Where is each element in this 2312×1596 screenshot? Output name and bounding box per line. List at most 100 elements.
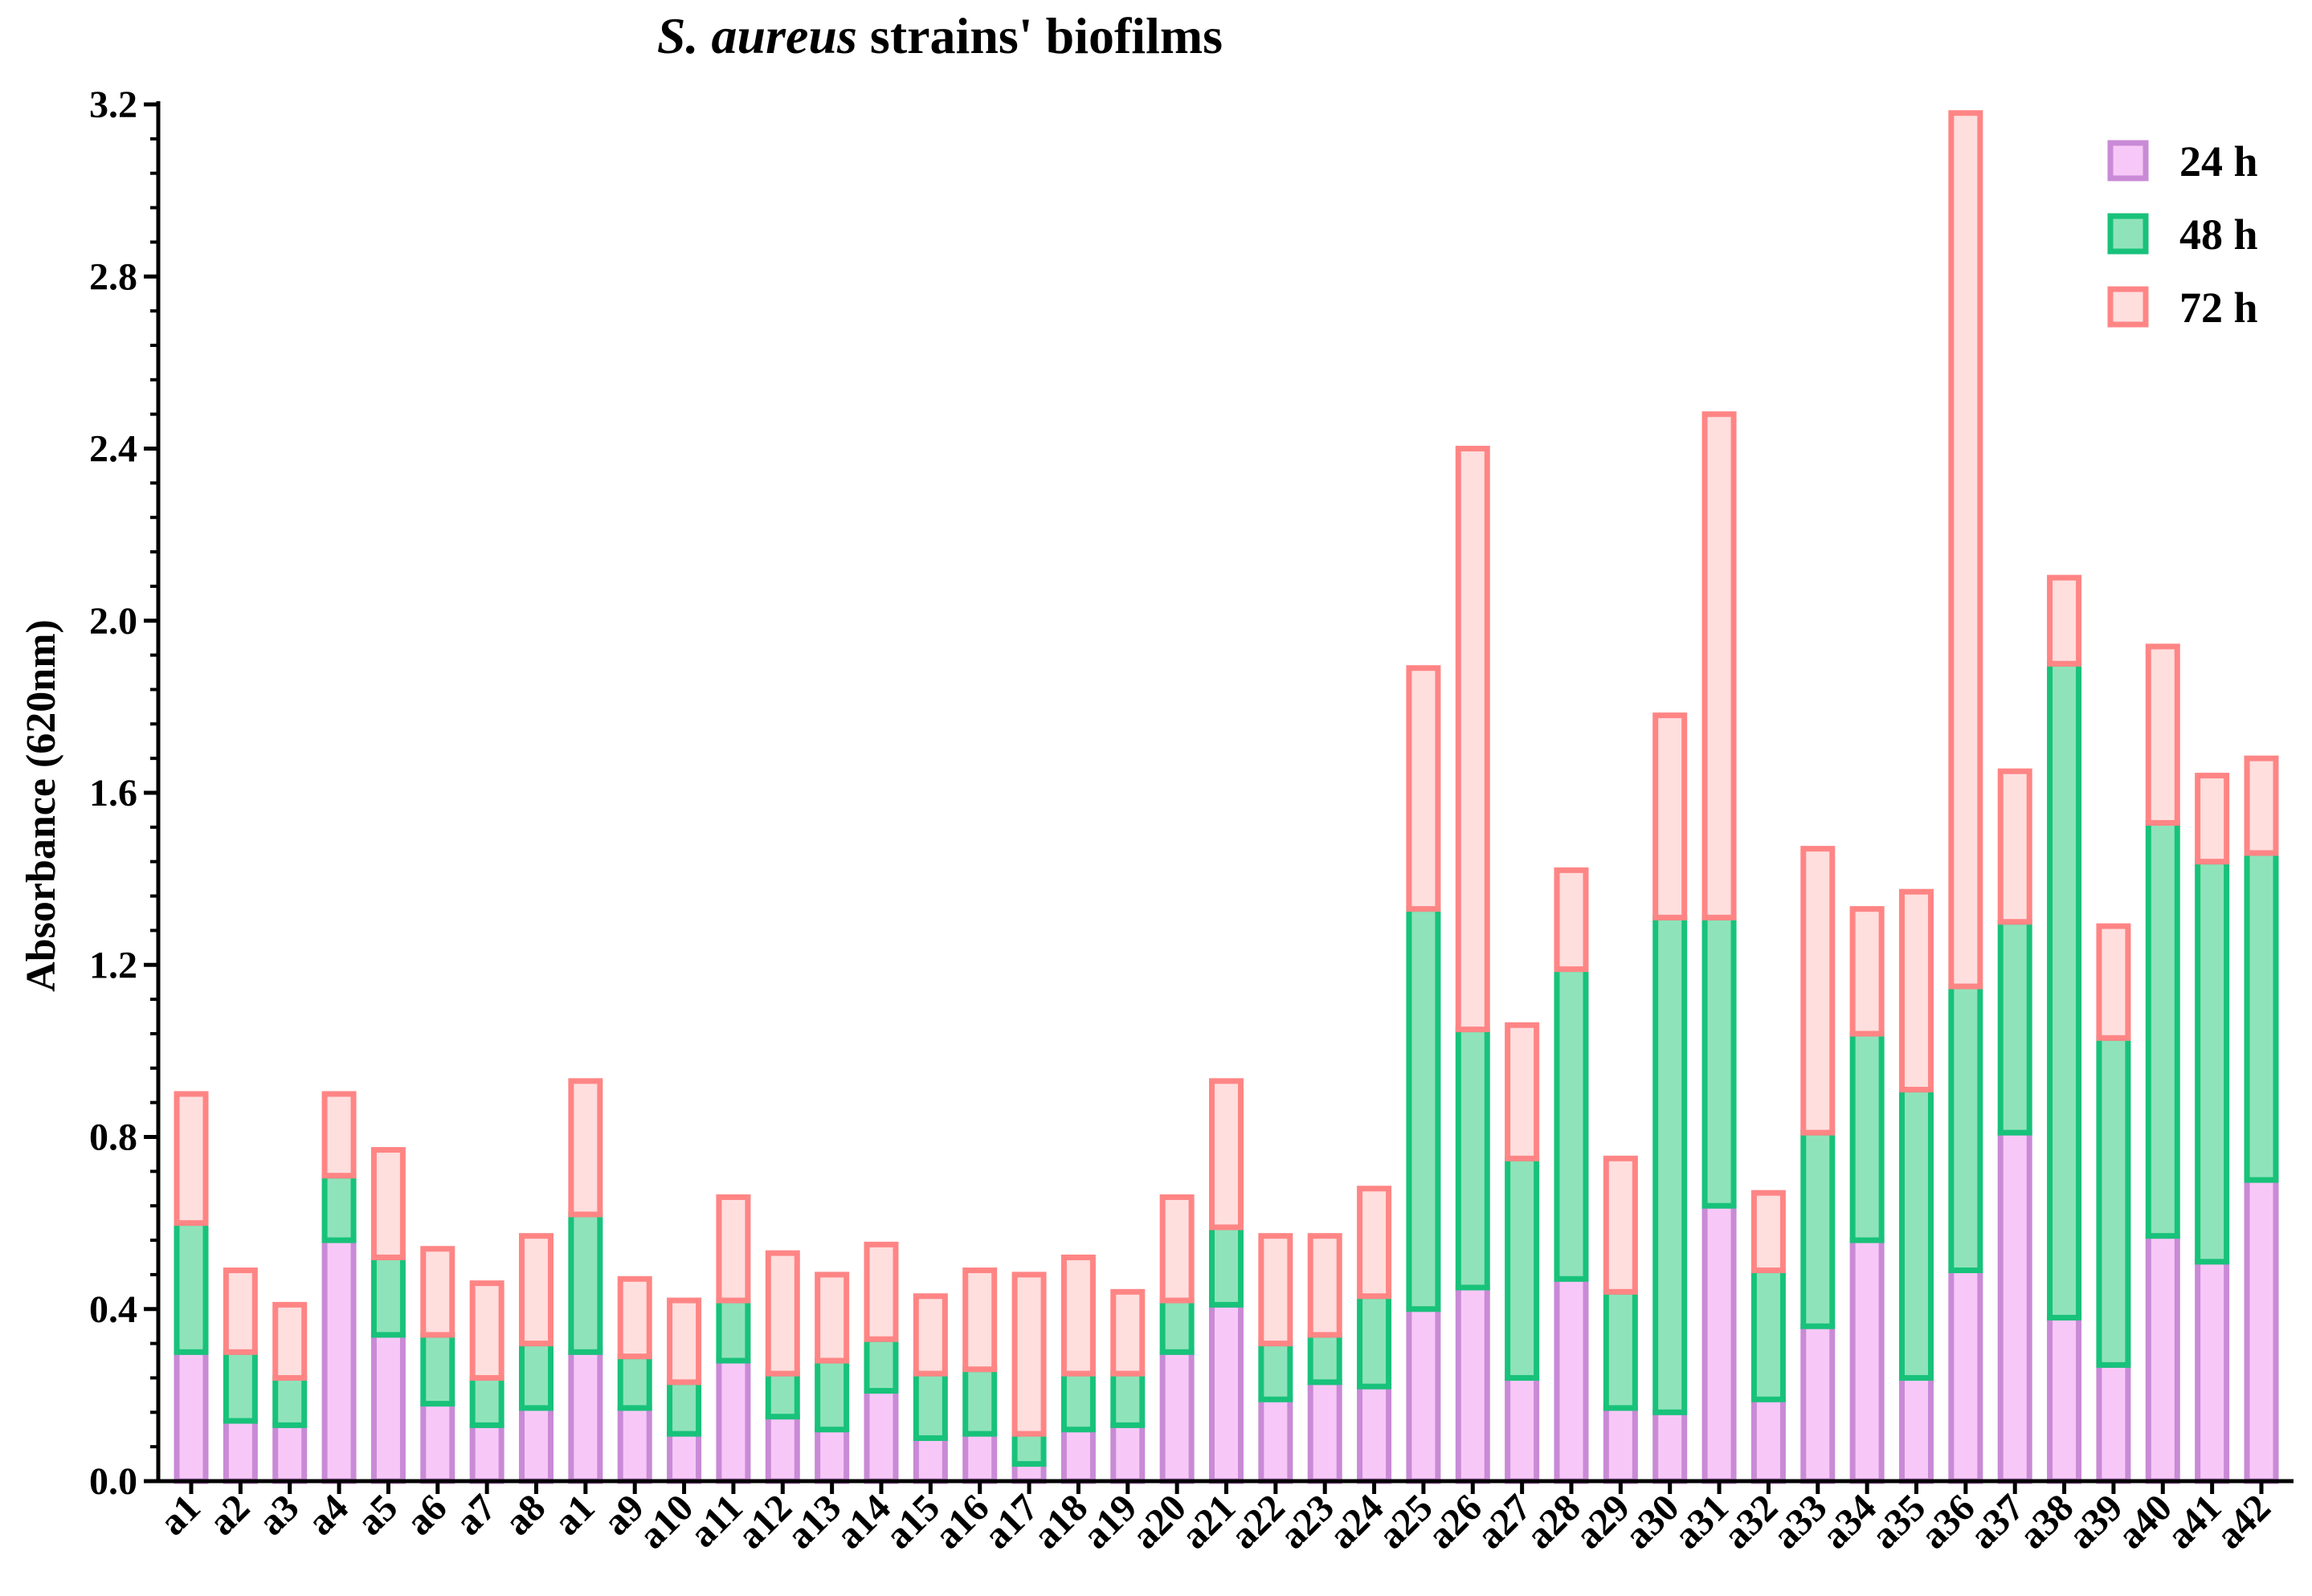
legend-label: 48 h [2179,210,2258,259]
x-tick-label: a2 [201,1486,258,1543]
bar-segment-48h [1060,1370,1096,1433]
bar-stack [1060,1254,1096,1484]
bar-segment-48h [1455,1027,1490,1291]
chart-title-rest: strains' biofilms [857,7,1223,64]
bar-segment-72h [667,1297,702,1386]
legend-swatch [2107,140,2149,182]
bar-segment-72h [2047,574,2082,667]
bar-segment-24h [568,1349,603,1484]
bar-segment-72h [1603,1155,1638,1295]
bar-stack [2096,923,2131,1484]
bar-segment-24h [519,1405,553,1484]
bar-segment-24h [1800,1323,1836,1484]
bar-segment-48h [519,1341,553,1411]
y-tick-label: 0.8 [89,1116,137,1159]
bar-segment-24h [1849,1237,1885,1484]
bar-segment-72h [1357,1186,1392,1300]
bar-segment-48h [1701,914,1737,1209]
bar-segment-24h [1554,1276,1589,1484]
bar-segment-72h [1948,110,1983,990]
bar-segment-24h [1060,1427,1096,1484]
bar-segment-72h [1849,906,1885,1037]
bar-stack [370,1147,406,1484]
bar-segment-72h [370,1147,406,1260]
bar-segment-72h [765,1250,800,1377]
bar-stack [1258,1233,1293,1484]
bar-segment-48h [2244,850,2279,1183]
y-tick-label: 1.2 [89,944,137,986]
bar-stack [2195,773,2230,1484]
bar-segment-48h [716,1297,751,1364]
bar-segment-72h [420,1246,455,1338]
bar-segment-48h [1554,966,1589,1282]
bar-segment-48h [1603,1288,1638,1411]
bar-stack [962,1267,998,1484]
bar-segment-24h [815,1427,850,1484]
y-tick-label: 3.2 [89,84,137,126]
bar-segment-72h [1307,1233,1342,1338]
bar-segment-72h [2244,755,2279,856]
bar-segment-24h [716,1357,751,1484]
bar-segment-24h [1307,1379,1342,1484]
bar-stack [1997,768,2032,1484]
bar-stack [2145,643,2180,1484]
bar-segment-48h [1258,1341,1293,1402]
bar-stack [2244,755,2279,1484]
bar-stack [321,1091,357,1484]
bar-stack [617,1276,652,1484]
bar-segment-72h [2096,923,2131,1041]
bar-segment-24h [2096,1361,2131,1484]
bar-segment-24h [1159,1349,1195,1484]
bar-segment-24h [667,1431,702,1484]
bar-segment-48h [617,1353,652,1411]
bar-segment-48h [815,1357,850,1433]
bar-stack [913,1293,948,1484]
x-tick-label: a3 [250,1486,307,1543]
bar-stack [1948,110,1983,1484]
bar-segment-24h [1652,1409,1688,1484]
bar-segment-24h [1110,1422,1146,1484]
bar-stack [667,1297,702,1484]
bar-stack [1209,1078,1244,1484]
bar-stack [568,1078,603,1484]
bar-segment-48h [1750,1267,1786,1402]
bar-segment-72h [913,1293,948,1377]
chart-title: S. aureus strains' biofilms [657,7,1223,64]
legend-item: 48 h [2107,210,2258,259]
bar-segment-24h [1948,1267,1983,1484]
bar-segment-72h [1652,712,1688,920]
x-axis: a1a2a3a4a5a6a7a8a1a9a10a11a12a13a14a15a1… [151,1479,2294,1557]
bar-stack [716,1194,751,1484]
bar-segment-72h [864,1241,899,1342]
bar-stack [1159,1194,1195,1484]
bar-stack [2047,574,2082,1484]
bar-stack [1603,1155,1638,1484]
bar-segment-24h [962,1431,998,1484]
bar-segment-48h [1011,1431,1047,1467]
bars-group [174,110,2279,1484]
bar-segment-48h [420,1332,455,1407]
bar-segment-24h [174,1349,209,1484]
x-tick-label: a8 [496,1486,553,1543]
legend-label: 24 h [2179,137,2258,186]
bar-segment-72h [519,1233,553,1347]
bar-stack [765,1250,800,1484]
bar-segment-48h [223,1349,258,1424]
bar-segment-72h [1060,1254,1096,1377]
bar-segment-24h [765,1414,800,1484]
bar-segment-48h [321,1173,357,1243]
bar-stack [1701,411,1737,1484]
bar-segment-72h [1159,1194,1195,1304]
bar-stack [174,1091,209,1484]
bar-segment-24h [2145,1233,2180,1484]
bar-stack [1505,1022,1540,1484]
legend: 24 h 48 h 72 h [2107,137,2258,332]
bar-segment-24h [321,1237,357,1484]
bar-segment-72h [815,1271,850,1364]
y-tick-label: 2.4 [89,428,137,471]
bar-segment-48h [568,1211,603,1355]
bar-stack [1849,906,1885,1484]
bar-segment-72h [1899,888,1934,1093]
bar-stack [815,1271,850,1484]
bar-segment-48h [272,1374,308,1428]
